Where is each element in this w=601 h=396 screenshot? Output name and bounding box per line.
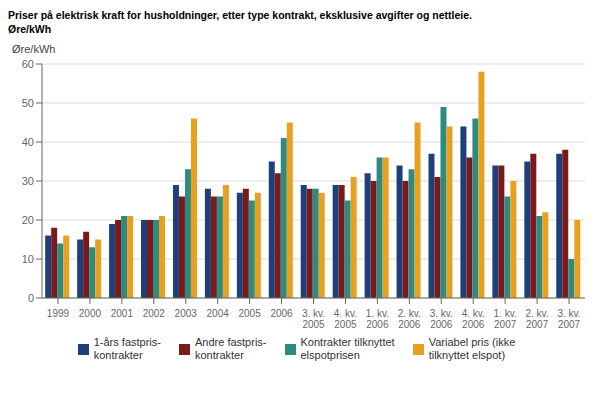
svg-text:0: 0 <box>28 292 34 304</box>
svg-text:2006: 2006 <box>270 308 293 319</box>
html-text:Variabel pris (ikke tilknyttet: Variabel pris (ikke tilknyttet elspot) <box>428 336 516 361</box>
svg-text:2. kv.2007: 2. kv.2007 <box>526 308 549 330</box>
svg-text:40: 40 <box>22 136 34 148</box>
svg-text:2003: 2003 <box>175 308 198 319</box>
svg-text:4. kv.2006: 4. kv.2006 <box>462 308 485 330</box>
html-text:Kontrakter tilknyttet elspotpr: Kontrakter tilknyttet elspotprisen <box>300 336 395 361</box>
svg-text:50: 50 <box>22 97 34 109</box>
svg-text:2001: 2001 <box>111 308 134 319</box>
html-text:Andre fastpris- kontrakter: Andre fastpris- kontrakter <box>195 336 267 361</box>
svg-text:1. kv.2006: 1. kv.2006 <box>366 308 389 330</box>
svg-text:4. kv.2005: 4. kv.2005 <box>334 308 357 330</box>
svg-text:1. kv.2007: 1. kv.2007 <box>494 308 517 330</box>
svg-text:3. kv.2005: 3. kv.2005 <box>302 308 325 330</box>
html-text:Øre/kWh: Øre/kWh <box>8 23 52 35</box>
svg-text:2. kv.2006: 2. kv.2006 <box>398 308 421 330</box>
html-text:Priser på elektrisk kraft for: Priser på elektrisk kraft for husholdnin… <box>8 9 472 21</box>
svg-text:1999: 1999 <box>47 308 70 319</box>
svg-text:10: 10 <box>22 253 34 265</box>
svg-text:2004: 2004 <box>207 308 230 319</box>
svg-text:2005: 2005 <box>238 308 261 319</box>
svg-text:3. kv.2007: 3. kv.2007 <box>557 308 580 330</box>
svg-text:60: 60 <box>22 58 34 70</box>
svg-text:20: 20 <box>22 214 34 226</box>
svg-text:2002: 2002 <box>143 308 166 319</box>
svg-text:30: 30 <box>22 175 34 187</box>
svg-text:2000: 2000 <box>79 308 102 319</box>
svg-text:3. kv.2006: 3. kv.2006 <box>430 308 453 330</box>
html-text:1-års fastpris- kontrakter: 1-års fastpris- kontrakter <box>93 336 161 361</box>
html-text:Øre/kWh: Øre/kWh <box>12 43 56 55</box>
